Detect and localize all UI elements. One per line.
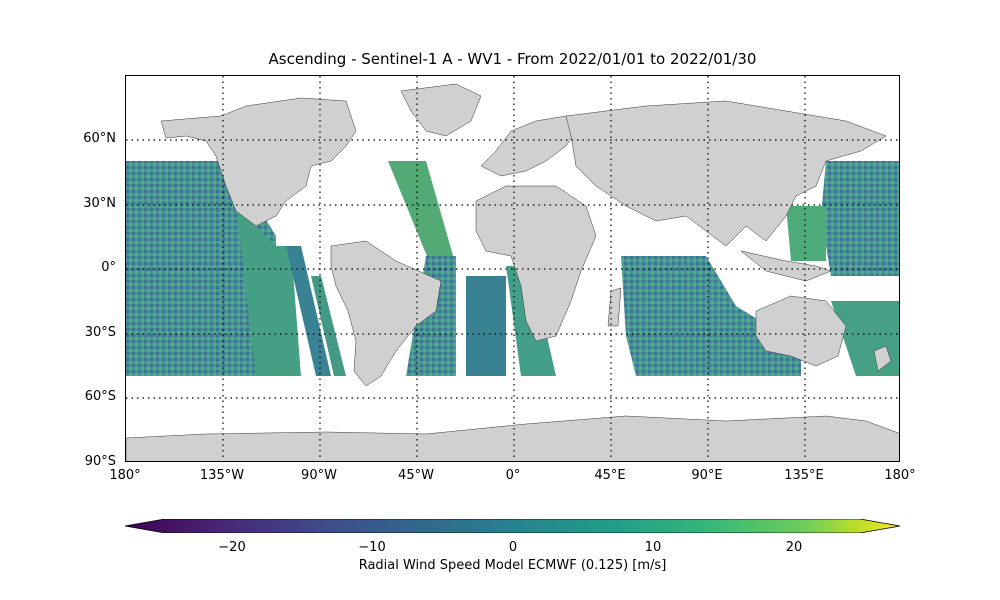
- lon-label: 90°W: [301, 468, 337, 483]
- colorbar-tick: 20: [785, 540, 803, 555]
- map-panel: [125, 75, 900, 462]
- lon-label: 45°E: [594, 468, 626, 483]
- lon-label: 180°: [109, 468, 141, 483]
- graticule: [126, 76, 899, 461]
- world-map: [126, 76, 899, 461]
- lat-label: 90°S: [84, 454, 116, 469]
- lon-label: 0°: [505, 468, 521, 483]
- lat-label: 60°S: [84, 389, 116, 404]
- lat-label: 30°N: [83, 196, 116, 211]
- colorbar-tick: 10: [644, 540, 662, 555]
- lon-label: 180°: [884, 468, 916, 483]
- map-title: Ascending - Sentinel-1 A - WV1 - From 20…: [268, 50, 757, 68]
- lat-label: 60°N: [83, 131, 116, 146]
- wind-swaths: [126, 161, 899, 376]
- land: [126, 83, 899, 461]
- colorbar-tick: −20: [218, 540, 246, 555]
- colorbar-label: Radial Wind Speed Model ECMWF (0.125) [m…: [358, 558, 667, 573]
- lon-label: 135°W: [199, 468, 245, 483]
- lon-label: 90°E: [691, 468, 723, 483]
- lon-label: 135°E: [784, 468, 824, 483]
- colorbar-tick: 0: [508, 540, 518, 555]
- lon-label: 45°W: [398, 468, 434, 483]
- lat-label: 30°S: [84, 325, 116, 340]
- colorbar: [124, 518, 901, 534]
- lat-label: 0°: [101, 260, 116, 275]
- colorbar-tick: −10: [358, 540, 386, 555]
- colorbar-gradient: [124, 518, 901, 534]
